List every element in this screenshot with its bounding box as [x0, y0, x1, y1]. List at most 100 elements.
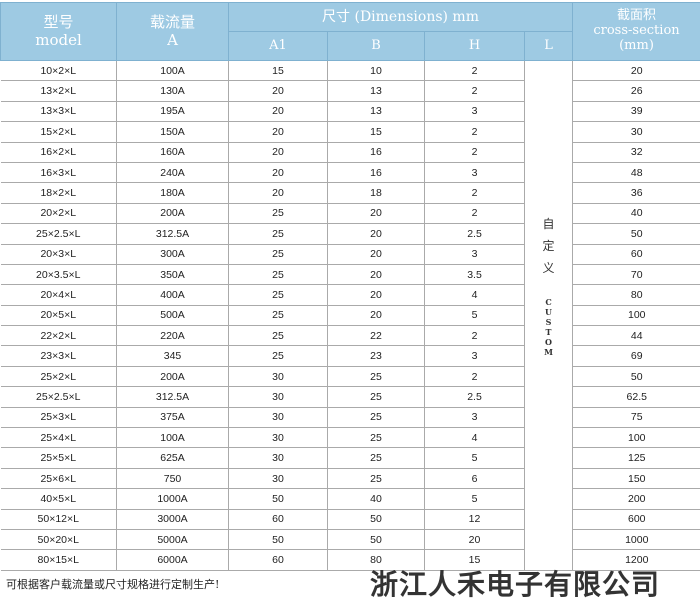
cell-current: 350A — [116, 264, 229, 286]
cell-model: 50×20×L — [0, 529, 117, 551]
custom-cn: 自定义 — [525, 213, 572, 279]
table-row: 25×5×L 625A 30 25 5 125 — [0, 447, 700, 469]
cell-current: 150A — [116, 121, 229, 143]
cell-model: 40×5×L — [0, 488, 117, 510]
cell-model: 25×2.5×L — [0, 223, 117, 245]
cell-h: 2 — [424, 80, 525, 102]
table-row: 50×20×L 5000A 50 50 20 1000 — [0, 529, 700, 551]
table-row: 20×3.5×L 350A 25 20 3.5 70 — [0, 264, 700, 286]
custom-char: 定 — [542, 239, 555, 253]
cell-cross-section: 44 — [572, 325, 700, 347]
cell-cross-section: 30 — [572, 121, 700, 143]
watermark: 浙江人禾电子有限公司 — [370, 568, 661, 601]
cell-a1: 25 — [228, 203, 328, 225]
cell-current: 220A — [116, 325, 229, 347]
cell-h: 4 — [424, 284, 525, 306]
cell-h: 3.5 — [424, 264, 525, 286]
cell-b: 25 — [327, 447, 425, 469]
cell-b: 16 — [327, 162, 425, 184]
cell-h: 15 — [424, 549, 525, 571]
cell-h: 3 — [424, 162, 525, 184]
cell-b: 13 — [327, 80, 425, 102]
cell-a1: 50 — [228, 488, 328, 510]
cell-model: 20×4×L — [0, 284, 117, 306]
cell-cross-section: 32 — [572, 142, 700, 163]
cell-cross-section: 100 — [572, 427, 700, 449]
custom-letter: C — [545, 297, 552, 307]
cell-h: 2.5 — [424, 386, 525, 408]
cell-b: 15 — [327, 121, 425, 143]
cell-current: 130A — [116, 80, 229, 102]
cell-current: 6000A — [116, 549, 229, 571]
cell-b: 13 — [327, 101, 425, 123]
cell-model: 25×2×L — [0, 366, 117, 388]
cell-model: 25×2.5×L — [0, 386, 117, 408]
cell-b: 23 — [327, 345, 425, 367]
cell-model: 20×5×L — [0, 305, 117, 327]
table-body: 10×2×L 100A 15 10 2 自定义 C U S T O M 20 13×2×L 130A 20 13… — [0, 60, 700, 571]
cell-b: 16 — [327, 142, 425, 163]
cell-b: 20 — [327, 203, 425, 225]
cell-h: 2.5 — [424, 223, 525, 245]
cell-a1: 30 — [228, 468, 328, 490]
cell-a1: 20 — [228, 101, 328, 123]
table-row: 13×3×L 195A 20 13 3 39 — [0, 101, 700, 123]
table-row: 20×2×L 200A 25 20 2 40 — [0, 203, 700, 225]
custom-letter: M — [544, 347, 553, 357]
table-row: 25×6×L 750 30 25 6 150 — [0, 468, 700, 490]
custom-letter: S — [545, 317, 552, 327]
table-row: 20×4×L 400A 25 20 4 80 — [0, 284, 700, 306]
cell-model: 25×6×L — [0, 468, 117, 490]
cell-model: 50×12×L — [0, 509, 117, 530]
cell-b: 80 — [327, 549, 425, 571]
header-a1: A1 — [228, 31, 328, 61]
cell-model: 25×5×L — [0, 447, 117, 469]
cell-h: 5 — [424, 447, 525, 469]
table-row: 22×2×L 220A 25 22 2 44 — [0, 325, 700, 347]
cell-cross-section: 1200 — [572, 549, 700, 571]
cell-h: 2 — [424, 121, 525, 143]
cell-model: 20×3.5×L — [0, 264, 117, 286]
cell-current: 400A — [116, 284, 229, 306]
cell-h: 12 — [424, 509, 525, 530]
cell-a1: 20 — [228, 142, 328, 163]
cell-b: 50 — [327, 509, 425, 530]
cell-a1: 20 — [228, 162, 328, 184]
cell-current: 750 — [116, 468, 229, 490]
cell-a1: 15 — [228, 60, 328, 82]
cell-a1: 25 — [228, 345, 328, 367]
cell-h: 2 — [424, 325, 525, 347]
cell-b: 10 — [327, 60, 425, 82]
cell-a1: 60 — [228, 509, 328, 530]
custom-letter: T — [545, 327, 552, 337]
header-b: B — [327, 31, 425, 61]
cell-cross-section: 39 — [572, 101, 700, 123]
cell-current: 500A — [116, 305, 229, 327]
cell-a1: 50 — [228, 529, 328, 551]
cell-cross-section: 150 — [572, 468, 700, 490]
cell-model: 20×3×L — [0, 244, 117, 265]
cell-model: 25×3×L — [0, 407, 117, 429]
table-row: 16×3×L 240A 20 16 3 48 — [0, 162, 700, 184]
cell-b: 50 — [327, 529, 425, 551]
cell-cross-section: 70 — [572, 264, 700, 286]
cell-h: 3 — [424, 244, 525, 265]
cell-b: 20 — [327, 305, 425, 327]
cell-current: 312.5A — [116, 223, 229, 245]
cell-h: 20 — [424, 529, 525, 551]
cell-a1: 25 — [228, 305, 328, 327]
table-row: 23×3×L 345 25 23 3 69 — [0, 345, 700, 367]
cell-model: 20×2×L — [0, 203, 117, 225]
cell-cross-section: 48 — [572, 162, 700, 184]
table-row: 16×2×L 160A 20 16 2 32 — [0, 142, 700, 163]
cell-cross-section: 20 — [572, 60, 700, 82]
cell-current: 1000A — [116, 488, 229, 510]
cell-cross-section: 60 — [572, 244, 700, 265]
cell-model: 10×2×L — [0, 60, 117, 82]
cell-b: 25 — [327, 386, 425, 408]
cell-h: 3 — [424, 101, 525, 123]
cell-current: 375A — [116, 407, 229, 429]
cell-a1: 30 — [228, 447, 328, 469]
table-row: 40×5×L 1000A 50 40 5 200 — [0, 488, 700, 510]
cell-current: 180A — [116, 182, 229, 204]
